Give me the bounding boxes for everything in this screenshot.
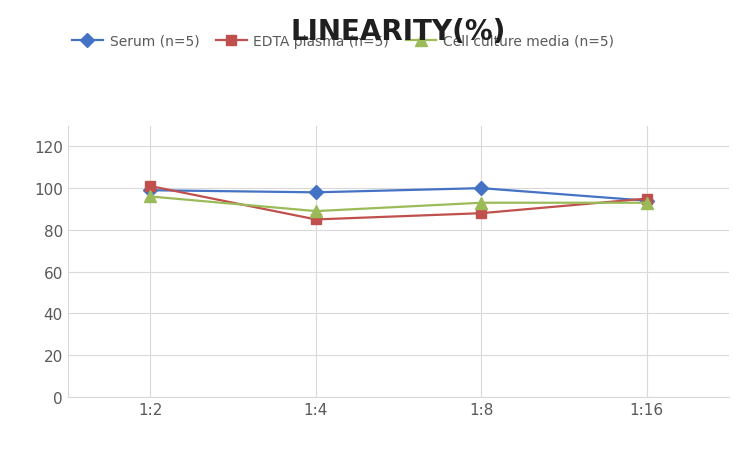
Cell culture media (n=5)	[311, 209, 320, 214]
Line: Cell culture media (n=5): Cell culture media (n=5)	[145, 192, 652, 217]
Serum (n=5)	[477, 186, 486, 191]
Serum (n=5)	[311, 190, 320, 196]
Line: EDTA plasma (n=5): EDTA plasma (n=5)	[146, 182, 651, 225]
Cell culture media (n=5)	[146, 194, 155, 200]
EDTA plasma (n=5)	[146, 184, 155, 189]
Line: Serum (n=5): Serum (n=5)	[146, 184, 651, 206]
EDTA plasma (n=5)	[311, 217, 320, 223]
Text: LINEARITY(%): LINEARITY(%)	[291, 18, 506, 46]
Cell culture media (n=5)	[477, 201, 486, 206]
EDTA plasma (n=5)	[477, 211, 486, 216]
EDTA plasma (n=5)	[642, 197, 651, 202]
Cell culture media (n=5)	[642, 201, 651, 206]
Legend: Serum (n=5), EDTA plasma (n=5), Cell culture media (n=5): Serum (n=5), EDTA plasma (n=5), Cell cul…	[68, 30, 619, 53]
Serum (n=5)	[146, 188, 155, 193]
Serum (n=5)	[642, 198, 651, 204]
